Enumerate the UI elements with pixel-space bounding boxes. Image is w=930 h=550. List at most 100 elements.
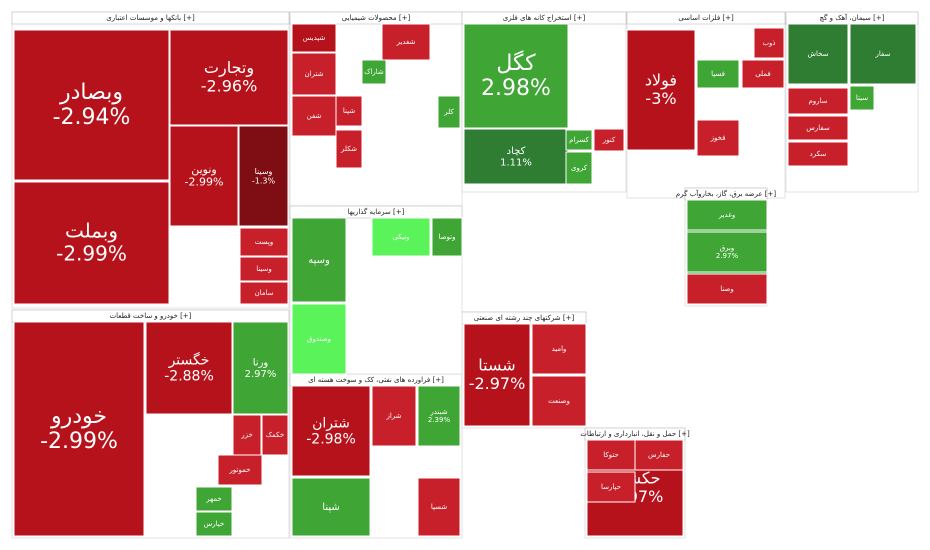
cell-label-8-4: شسپا xyxy=(431,503,447,511)
cell-label-9-1: وامید xyxy=(552,345,567,353)
cell-value-8-3: 2.39% xyxy=(428,416,451,424)
cell-label-4-0: فولاد xyxy=(645,71,677,91)
cell-label-2-0: شپدیس xyxy=(303,34,326,42)
cell-label-6-1: وغدیر xyxy=(718,211,736,219)
cell-9-2 xyxy=(531,375,587,427)
cell-3-0 xyxy=(463,23,569,129)
cell-4-5 xyxy=(696,119,740,157)
cell-value-1-2: 2.97% xyxy=(245,369,277,380)
cell-5-5 xyxy=(787,141,849,167)
sector-title-8: فراورده های نفتی، کک و سوخت هسته ای [+] xyxy=(308,376,444,384)
cell-label-10-2: وتوصا xyxy=(438,233,455,241)
cell-label-4-5: فخوز xyxy=(710,134,726,142)
sector-title-10: سرمایه گذاریها [+] xyxy=(348,207,405,216)
cell-0-4 xyxy=(238,125,289,227)
cell-6-1 xyxy=(686,199,768,231)
cell-label-8-3: شبندر xyxy=(429,408,447,416)
cell-4-3 xyxy=(741,59,785,89)
cell-value-1-0: -2.99% xyxy=(40,429,118,454)
cell-label-10-0: وسپه xyxy=(308,255,330,266)
cell-1-0 xyxy=(13,321,145,537)
cell-2-3 xyxy=(335,129,363,169)
cell-2-1 xyxy=(291,52,337,96)
cell-2-7 xyxy=(437,95,461,129)
cell-label-7-2: حفارس xyxy=(648,451,670,459)
cell-value-0-4: -1.3% xyxy=(252,176,276,185)
cell-label-1-2: ورنا xyxy=(253,358,269,369)
cell-label-2-4: شپنا xyxy=(343,107,355,115)
cell-4-2 xyxy=(696,59,740,89)
cell-6-2 xyxy=(686,231,768,273)
cell-label-10-1: ونیکی xyxy=(392,233,409,241)
cell-5-2 xyxy=(849,85,875,111)
cell-2-4 xyxy=(335,95,363,127)
cell-3-4 xyxy=(565,129,593,151)
cell-label-0-7: سامان xyxy=(254,289,273,297)
cell-label-9-0: شستا xyxy=(478,356,515,375)
cell-0-3 xyxy=(169,125,239,227)
cell-1-3 xyxy=(261,414,289,456)
cell-label-1-6: خمهر xyxy=(205,495,221,503)
cell-label-0-3: ونوین xyxy=(191,163,217,176)
cell-label-5-3: سفارس xyxy=(806,124,830,132)
cell-1-6 xyxy=(195,486,233,512)
cell-0-1 xyxy=(169,29,289,126)
cell-4-4 xyxy=(753,27,785,59)
cell-0-0 xyxy=(13,29,170,181)
sector-title-2: محصولات شیمیایی [+] xyxy=(342,14,411,22)
cell-3-3 xyxy=(565,151,593,185)
cell-10-1 xyxy=(371,217,431,257)
cell-label-3-2: کنور xyxy=(602,136,616,144)
cell-label-10-3: وصندوق xyxy=(307,335,331,343)
cell-label-5-0: سخاش xyxy=(807,50,828,58)
cell-label-2-2: شفن xyxy=(307,112,322,120)
cell-3-2 xyxy=(593,128,625,152)
sector-title-4: فلزات اساسی [+] xyxy=(678,14,734,22)
cell-label-5-5: سکرد xyxy=(810,150,827,158)
cell-label-0-4: وسینا xyxy=(255,167,273,176)
cell-label-4-3: فملی xyxy=(755,70,771,78)
cell-9-1 xyxy=(531,323,587,375)
cell-label-0-0: وبصادر xyxy=(59,80,123,105)
cell-7-2 xyxy=(634,439,684,471)
cell-2-5 xyxy=(381,23,431,61)
cell-label-1-7: خپارس xyxy=(204,520,225,528)
cell-0-2 xyxy=(13,181,170,305)
cell-label-0-6: وسینا xyxy=(256,265,272,273)
sector-title-0: بانکها و موسسات اعتباری [+] xyxy=(106,14,195,22)
cell-2-0 xyxy=(291,23,337,53)
cell-label-0-2: وبملت xyxy=(65,219,118,243)
cell-label-4-4: ذوب xyxy=(762,39,775,47)
cell-0-5 xyxy=(239,227,289,257)
cell-1-2 xyxy=(232,321,289,415)
cell-1-1 xyxy=(145,321,233,415)
cell-value-0-3: -2.99% xyxy=(185,176,224,189)
cell-10-3 xyxy=(291,303,347,375)
cell-label-2-3: شکلر xyxy=(340,145,357,153)
cell-value-9-0: -2.97% xyxy=(469,374,526,393)
cell-4-0 xyxy=(626,29,696,151)
cell-8-3 xyxy=(417,385,461,447)
cell-5-0 xyxy=(787,23,849,85)
cell-5-3 xyxy=(787,115,849,141)
cell-1-5 xyxy=(232,414,262,456)
cell-label-0-5: وپست xyxy=(255,238,273,246)
cell-8-4 xyxy=(417,477,461,537)
cell-label-5-1: سفار xyxy=(875,50,891,58)
cell-9-0 xyxy=(463,323,531,427)
cell-label-7-3: حپارسا xyxy=(601,483,621,491)
cell-value-4-0: -3% xyxy=(645,89,676,108)
cell-label-1-0: خودرو xyxy=(50,404,107,429)
cell-label-1-3: خکمک xyxy=(266,431,285,439)
cell-8-0 xyxy=(291,385,371,477)
cell-label-3-3: کروی xyxy=(571,164,588,172)
cell-10-2 xyxy=(431,217,463,257)
cell-label-8-0: شتران xyxy=(312,415,350,431)
cell-label-3-1: کچاد xyxy=(507,146,526,157)
cell-label-8-2: شراز xyxy=(385,412,401,420)
cell-label-6-2: وبرق xyxy=(720,244,735,252)
cell-value-0-0: -2.94% xyxy=(53,105,131,130)
cell-value-0-1: -2.96% xyxy=(201,77,258,96)
cell-label-1-5: خزر xyxy=(240,431,253,439)
